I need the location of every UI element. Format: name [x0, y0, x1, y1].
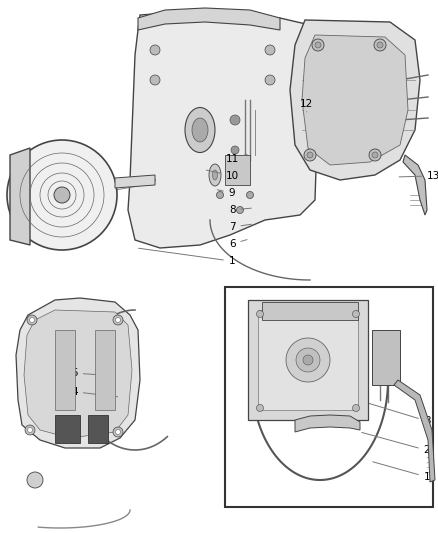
Polygon shape — [403, 155, 427, 215]
Polygon shape — [302, 35, 408, 165]
Circle shape — [116, 430, 120, 434]
Circle shape — [372, 152, 378, 158]
FancyBboxPatch shape — [95, 330, 115, 410]
Bar — [225, 287, 433, 507]
Circle shape — [231, 146, 239, 154]
Ellipse shape — [212, 170, 218, 180]
FancyBboxPatch shape — [88, 415, 108, 443]
Circle shape — [257, 405, 264, 411]
Circle shape — [307, 152, 313, 158]
Polygon shape — [394, 380, 435, 482]
Circle shape — [113, 427, 123, 437]
Circle shape — [150, 45, 160, 55]
Circle shape — [304, 149, 316, 161]
Text: 9: 9 — [217, 188, 236, 198]
Text: 6: 6 — [229, 239, 247, 249]
Text: 2: 2 — [362, 432, 431, 455]
Circle shape — [286, 338, 330, 382]
Polygon shape — [138, 8, 280, 30]
Polygon shape — [16, 298, 140, 448]
Circle shape — [150, 75, 160, 85]
Circle shape — [315, 42, 321, 48]
Text: 8: 8 — [229, 205, 251, 215]
Polygon shape — [10, 148, 30, 245]
Circle shape — [54, 187, 70, 203]
Polygon shape — [115, 175, 155, 188]
Circle shape — [296, 348, 320, 372]
Circle shape — [237, 206, 244, 214]
Circle shape — [312, 39, 324, 51]
Circle shape — [265, 75, 275, 85]
Text: 13: 13 — [399, 171, 438, 181]
Circle shape — [116, 318, 120, 322]
Circle shape — [353, 311, 360, 318]
Polygon shape — [295, 415, 360, 432]
Polygon shape — [290, 20, 420, 180]
Ellipse shape — [192, 118, 208, 142]
Circle shape — [27, 472, 43, 488]
Text: 12: 12 — [300, 99, 313, 112]
Circle shape — [216, 191, 223, 198]
Circle shape — [230, 115, 240, 125]
Text: 11: 11 — [226, 154, 247, 164]
Circle shape — [374, 39, 386, 51]
FancyBboxPatch shape — [225, 155, 250, 185]
Circle shape — [28, 427, 32, 432]
Circle shape — [369, 149, 381, 161]
Text: 4: 4 — [71, 387, 118, 397]
Circle shape — [25, 425, 35, 435]
Circle shape — [353, 405, 360, 411]
Circle shape — [247, 191, 254, 198]
Circle shape — [113, 315, 123, 325]
FancyBboxPatch shape — [248, 300, 368, 420]
Text: 1: 1 — [138, 248, 236, 266]
Circle shape — [303, 355, 313, 365]
Text: 10: 10 — [206, 170, 239, 181]
Polygon shape — [24, 310, 132, 438]
Text: 7: 7 — [229, 222, 251, 232]
Circle shape — [29, 318, 35, 322]
FancyBboxPatch shape — [55, 415, 80, 443]
FancyBboxPatch shape — [262, 302, 358, 320]
FancyBboxPatch shape — [55, 330, 75, 410]
Circle shape — [7, 140, 117, 250]
Circle shape — [265, 45, 275, 55]
Text: 3: 3 — [351, 398, 431, 426]
Ellipse shape — [185, 108, 215, 152]
Text: 5: 5 — [71, 368, 111, 378]
FancyBboxPatch shape — [258, 310, 358, 410]
Polygon shape — [128, 10, 320, 248]
Circle shape — [377, 42, 383, 48]
Circle shape — [257, 311, 264, 318]
Text: 1: 1 — [373, 462, 431, 482]
FancyBboxPatch shape — [372, 330, 400, 385]
Circle shape — [27, 315, 37, 325]
Ellipse shape — [209, 164, 221, 186]
